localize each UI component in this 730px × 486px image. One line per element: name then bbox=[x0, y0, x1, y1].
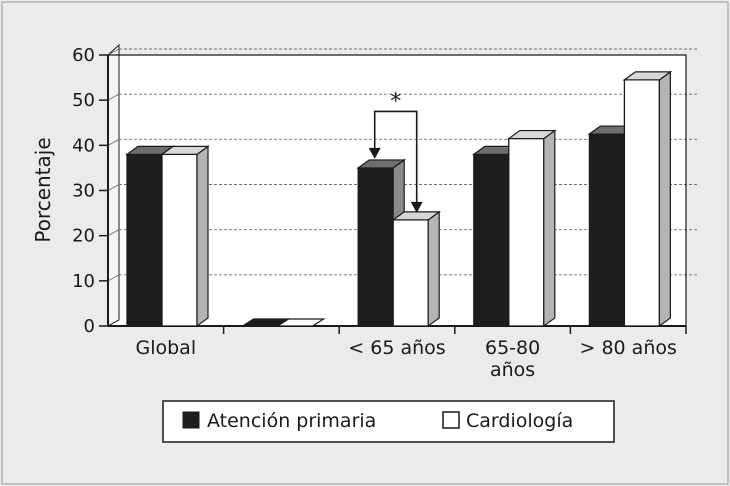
gridline-depth bbox=[107, 184, 120, 191]
legend-box bbox=[162, 400, 615, 443]
bar-top bbox=[356, 159, 407, 169]
x-tick-label: < 65 años bbox=[348, 337, 445, 359]
y-tick-label: 40 bbox=[72, 135, 95, 156]
x-tick-label: 65-80 bbox=[485, 337, 540, 359]
bar bbox=[473, 153, 510, 327]
bar-side bbox=[427, 210, 440, 328]
x-tick-label: > 80 años bbox=[580, 337, 677, 359]
gridline-depth bbox=[107, 48, 120, 56]
bar-top bbox=[160, 145, 210, 155]
bar bbox=[275, 318, 326, 327]
gridline-depth bbox=[107, 93, 120, 101]
bar bbox=[392, 219, 429, 327]
legend-label-atencion-primaria: Atención primaria bbox=[207, 410, 376, 432]
y-tick-label: 50 bbox=[72, 90, 95, 111]
legend-swatch-cardiologia bbox=[442, 411, 460, 429]
bar bbox=[357, 167, 394, 327]
legend-swatch-atencion-primaria bbox=[182, 411, 200, 429]
y-tick-label: 30 bbox=[72, 181, 95, 202]
legend: Atención primaria Cardiología bbox=[162, 400, 615, 443]
y-tick-label: 10 bbox=[72, 271, 95, 292]
significance-marker: * bbox=[390, 89, 401, 114]
bar-side bbox=[543, 129, 556, 328]
bar bbox=[508, 137, 545, 327]
bar bbox=[588, 133, 626, 327]
gridline-depth bbox=[107, 229, 120, 237]
legend-label-cardiologia: Cardiología bbox=[466, 410, 573, 432]
bracket-arrowhead bbox=[410, 201, 423, 213]
y-tick-label: 20 bbox=[72, 226, 95, 247]
bar bbox=[161, 153, 198, 327]
bar-top bbox=[506, 129, 557, 140]
bar bbox=[126, 153, 163, 327]
bar bbox=[623, 79, 661, 327]
bar-side bbox=[658, 70, 672, 328]
gridline-depth bbox=[107, 138, 120, 146]
bracket-arrowhead bbox=[368, 147, 381, 159]
y-tick-label: 0 bbox=[84, 316, 95, 337]
bar-side bbox=[196, 145, 209, 328]
bar-top bbox=[391, 211, 442, 221]
y-axis-label: Porcentaje bbox=[31, 137, 55, 242]
gridline-depth bbox=[107, 274, 120, 282]
significance-bracket bbox=[373, 110, 418, 206]
x-tick-label: Global bbox=[135, 337, 196, 359]
bar-top bbox=[622, 71, 673, 81]
x-tick-label: años bbox=[490, 359, 535, 381]
plot-frame bbox=[108, 54, 687, 326]
y-tick-label: 60 bbox=[72, 45, 95, 66]
